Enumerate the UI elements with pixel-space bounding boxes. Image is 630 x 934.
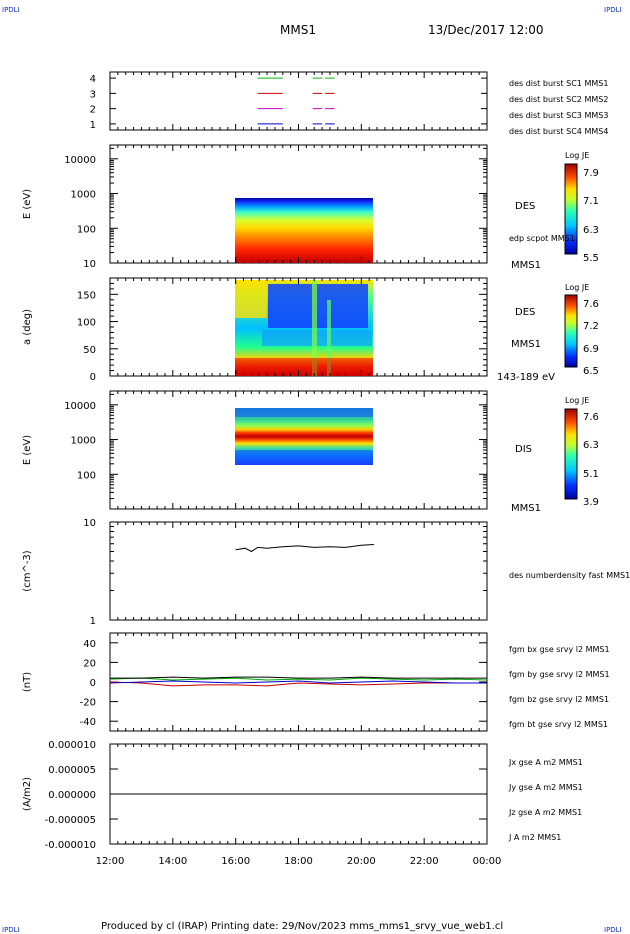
des-pitch-species-label: DES [515,307,535,318]
dis-energy-spectrogram [235,408,373,465]
des-energy-y-tick-label: 1000 [71,190,96,201]
bfield-series-line [109,681,487,687]
svg-text:7.6: 7.6 [583,412,599,423]
colorbar-des-energy: Log JE 7.9 7.1 6.3 5.5 [564,151,599,264]
pitch-y-tick-label: 50 [83,345,96,356]
y-tick-label: 3 [90,89,96,100]
des-energy-y-tick-label: 10000 [64,155,96,166]
corner-label-bottom-right: IPDLI [604,926,622,934]
density-legend: des numberdensity fast MMS1 [509,571,630,580]
current-legend-entry: Jy gse A m2 MMS1 [508,783,583,792]
legend-entry: des dist burst SC1 MMS1 [509,79,608,88]
svg-text:6.9: 6.9 [583,344,599,355]
date-time-title: 13/Dec/2017 12:00 [428,23,544,37]
des-energy-species-label: DES [515,201,535,212]
svg-text:7.6: 7.6 [583,299,599,310]
svg-text:6.5: 6.5 [583,366,599,377]
current-legend-entry: Jz gse A m2 MMS1 [508,808,582,817]
pitch-y-tick-label: 150 [77,290,96,301]
des-pitch-spacecraft-label: MMS1 [511,339,541,350]
x-tick-label: 18:00 [284,856,313,867]
bfield-legend-entry: fgm bt gse srvy l2 MMS1 [509,720,608,729]
current-y-tick-label: -0.000005 [45,815,96,826]
des-energy-y-tick-label: 10 [83,259,96,270]
bfield-legend-entry: fgm bx gse srvy l2 MMS1 [509,645,610,654]
density-y-tick-label: 1 [90,616,96,627]
x-tick-label: 16:00 [221,856,250,867]
bfield-y-tick-label: -20 [80,698,96,709]
svg-text:7.9: 7.9 [583,168,599,179]
y-tick-label: 4 [90,74,96,85]
x-tick-label: 22:00 [410,856,439,867]
corner-label-top-left: IPDLI [2,6,20,14]
svg-text:Log JE: Log JE [565,396,589,405]
current-y-tick-label: 0.000010 [48,740,96,751]
svg-text:Log JE: Log JE [565,151,589,160]
ylabel-dis-energy: E (eV) [22,435,33,465]
current-y-tick-label: -0.000010 [45,840,96,851]
colorbar-des-pitch: Log JE 7.6 7.2 6.9 6.5 [564,283,599,377]
legend-entry: des dist burst SC4 MMS4 [509,127,608,136]
x-tick-label: 12:00 [96,856,125,867]
bfield-y-tick-label: 20 [83,658,96,669]
density-line [235,544,374,553]
chart-marks: 12:00 14:00 16:00 18:00 20:00 22:00 00:00 1 2 3 4 d… [45,72,630,867]
des-energy-y-tick-label: 100 [77,224,96,235]
bfield-series-line [109,677,488,681]
panel-frame-burst [109,71,488,131]
bfield-y-tick-label: 40 [83,639,96,650]
ylabel-density: (cm^-3) [22,550,33,591]
svg-text:6.3: 6.3 [583,440,599,451]
des-pitch-angle-spectrogram [235,280,373,376]
pitch-y-tick-label: 100 [77,318,96,329]
des-energy-overlay-label: edp scpot MMS1 [509,234,575,243]
x-tick-label: 14:00 [158,856,187,867]
spacecraft-title: MMS1 [280,23,316,37]
x-tick-label: 00:00 [473,856,502,867]
bfield-series-line [110,676,487,679]
current-y-tick-label: 0.000005 [48,765,96,776]
svg-text:5.5: 5.5 [583,253,599,264]
colorbar-dis-energy: Log JE 7.6 6.3 5.1 3.9 [564,396,599,508]
svg-text:7.2: 7.2 [583,321,599,332]
ylabel-current: (A/m2) [22,777,33,811]
legend-entry: des dist burst SC3 MMS3 [509,111,608,120]
des-energy-spectrogram [235,198,373,263]
dis-energy-y-tick-label: 1000 [71,436,96,447]
ylabel-des-pitch: a (deg) [22,309,33,345]
bfield-legend-entry: fgm bz gse srvy l2 MMS1 [509,695,609,704]
svg-text:7.1: 7.1 [583,196,599,207]
svg-text:5.1: 5.1 [583,469,599,480]
current-legend-entry: J A m2 MMS1 [508,833,561,842]
current-legend-entry: Jx gse A m2 MMS1 [508,758,583,767]
ylabel-des-energy: E (eV) [22,189,33,219]
current-y-tick-label: 0.000000 [48,790,96,801]
dis-energy-species-label: DIS [515,444,532,455]
y-tick-label: 2 [90,105,96,116]
ylabel-bfield: (nT) [22,672,33,692]
bfield-y-tick-label: -40 [80,717,96,728]
corner-label-top-right: IPDLI [604,6,622,14]
des-pitch-energy-range: 143-189 eV [497,372,555,383]
corner-label-bottom-left: IPDLI [2,926,20,934]
dis-energy-y-tick-label: 100 [77,470,96,481]
bfield-legend-entry: fgm by gse srvy l2 MMS1 [509,670,610,679]
des-energy-spacecraft-label: MMS1 [511,260,541,271]
pitch-y-tick-label: 0 [90,372,96,383]
dis-energy-y-tick-label: 10000 [64,401,96,412]
density-y-tick-label: 10 [83,518,96,529]
footer-text: Produced by cl (IRAP) Printing date: 29/… [101,921,503,932]
legend-entry: des dist burst SC2 MMS2 [509,95,608,104]
svg-text:3.9: 3.9 [583,497,599,508]
panel-frame-density [109,521,488,621]
svg-text:6.3: 6.3 [583,225,599,236]
y-tick-label: 1 [90,120,96,131]
x-tick-label: 20:00 [347,856,376,867]
bfield-series-line [109,680,487,684]
dis-energy-spacecraft-label: MMS1 [511,503,541,514]
bfield-y-tick-label: 0 [90,678,96,689]
svg-text:Log JE: Log JE [565,283,589,292]
